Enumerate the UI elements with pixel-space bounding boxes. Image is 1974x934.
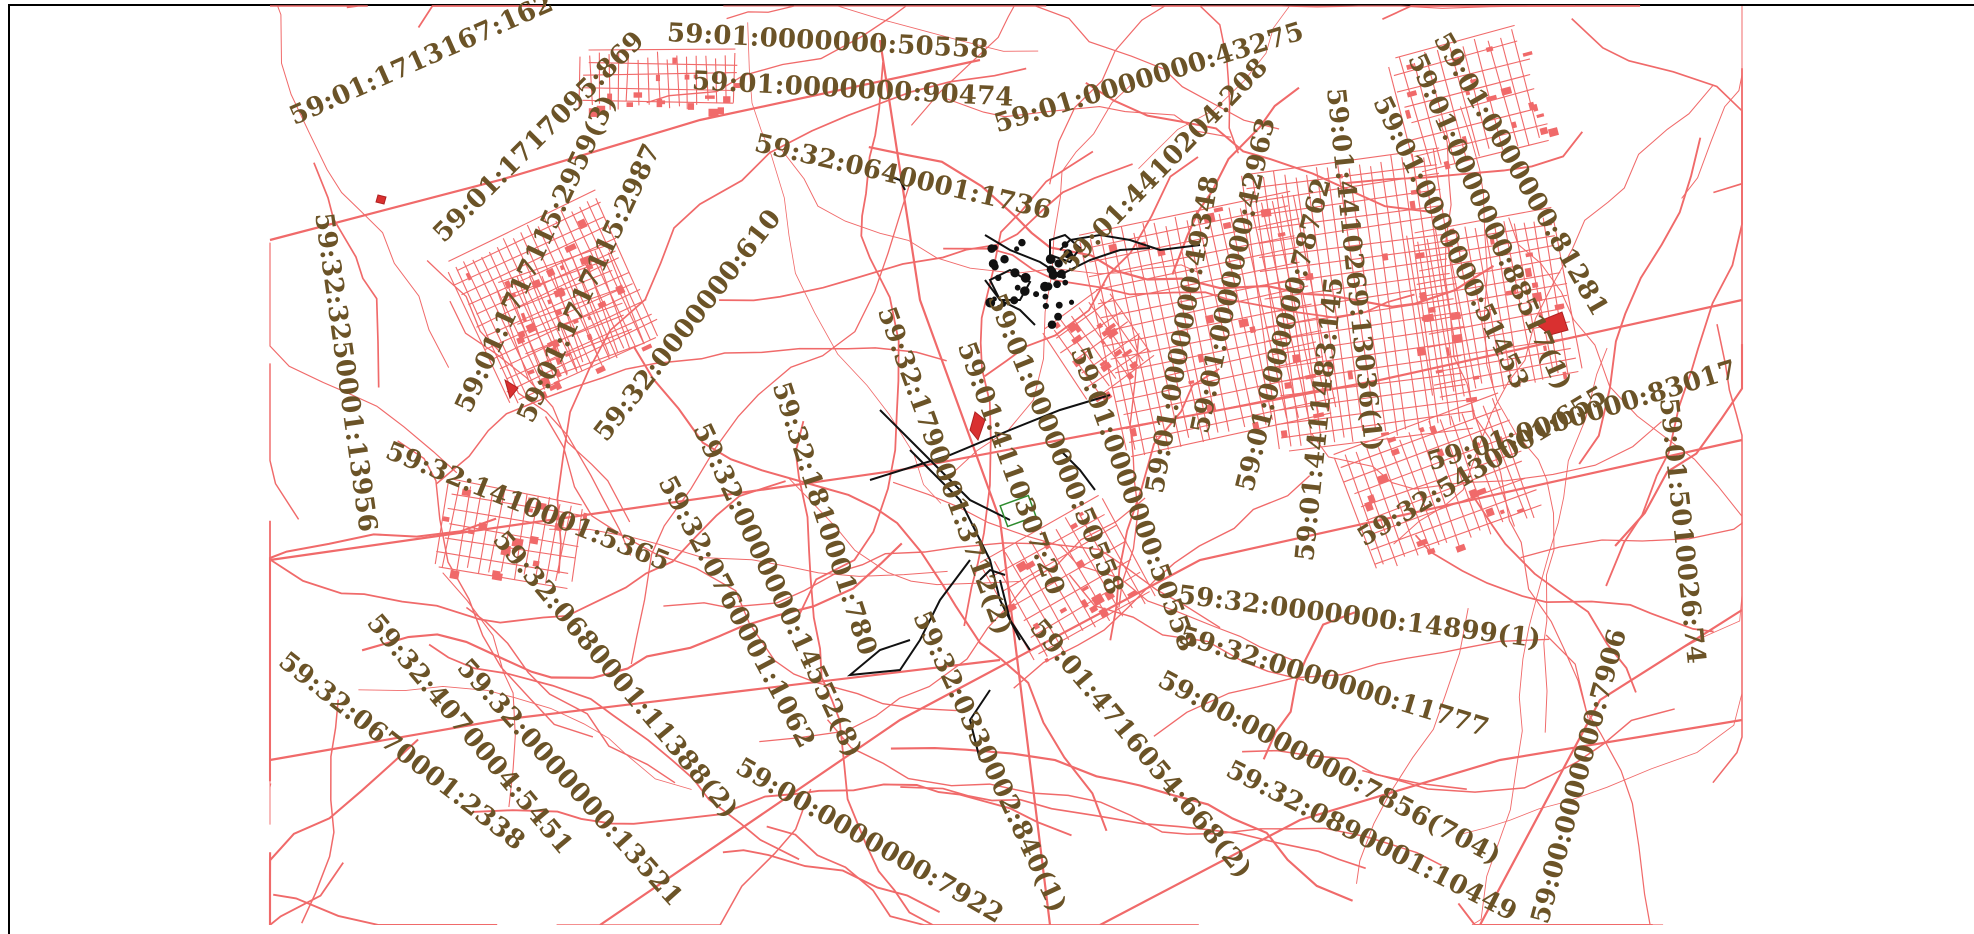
utility-node [1044, 304, 1048, 308]
utility-node [1001, 256, 1007, 262]
road-line [1713, 324, 1742, 783]
utility-node [1034, 292, 1038, 296]
road-line [270, 863, 343, 925]
utility-node [1045, 283, 1051, 289]
utility-node [990, 260, 997, 267]
road-line [1713, 120, 1742, 193]
utility-node [1054, 281, 1060, 287]
utility-node [1016, 286, 1020, 290]
road-line [302, 700, 339, 924]
utility-node [1063, 281, 1067, 285]
utility-node [1011, 269, 1018, 276]
utility-node [1070, 301, 1073, 304]
utility-node [1057, 303, 1062, 308]
utility-node [1050, 272, 1057, 279]
utility-node [1022, 274, 1030, 282]
road-line [1572, 19, 1742, 377]
utility-node [1015, 247, 1018, 250]
utility-node [1019, 240, 1024, 245]
utility-node [1055, 314, 1061, 320]
utility-node [988, 245, 995, 252]
utility-node [1049, 321, 1055, 327]
utility-node [1062, 275, 1065, 278]
road-line [273, 895, 497, 925]
road-line [270, 6, 368, 8]
utility-node [1043, 295, 1047, 299]
road-line [1362, 709, 1674, 792]
road-line [1382, 6, 1640, 19]
road-line [436, 348, 947, 484]
utility-node [1021, 287, 1029, 295]
utility-node [996, 276, 1000, 280]
road-line [270, 363, 299, 519]
